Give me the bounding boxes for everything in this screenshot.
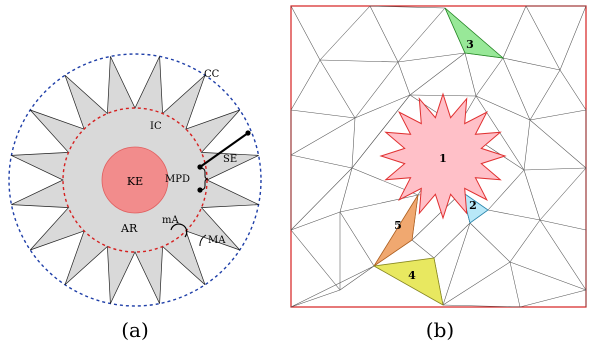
mesh-edge (559, 5, 587, 71)
label-2: 2 (469, 199, 477, 212)
panel-b-caption: (b) (426, 318, 454, 342)
area-label: AR (120, 222, 138, 235)
inner-circle (62, 107, 208, 253)
inner-circle-label: IC (150, 121, 162, 132)
triangle-5 (373, 194, 419, 267)
panel-a-caption: (a) (121, 318, 149, 342)
mesh-edge (339, 265, 375, 291)
mesh-edge (475, 95, 531, 121)
label-3: 3 (466, 38, 474, 51)
panel-b: 1 2 3 4 5 (b) (290, 5, 587, 342)
mesh-edge (509, 261, 521, 308)
mpd-label: MPD (165, 174, 190, 185)
mesh-edge (509, 261, 587, 291)
spike-edge-label: SE (223, 154, 237, 165)
mesh-edge (290, 154, 353, 169)
mesh-edge (475, 57, 504, 97)
mesh-edge (397, 7, 446, 63)
label-5: 5 (394, 219, 402, 232)
mesh-edge (411, 239, 435, 259)
mesh-edge (539, 219, 587, 231)
mesh-edge (319, 59, 356, 119)
mesh-edge (523, 167, 587, 171)
mesh-edge (409, 52, 466, 96)
mesh-edge (519, 289, 587, 308)
mesh-edge (354, 61, 399, 119)
kernel-disk (101, 146, 169, 214)
mesh-edge (442, 261, 511, 306)
mesh-edge (433, 222, 471, 259)
mesh-edge (369, 5, 399, 63)
max-angle-arc (199, 234, 207, 247)
mesh-edge (369, 5, 446, 9)
mesh-edge (539, 167, 587, 221)
mesh-edge (442, 222, 471, 306)
mesh-edge (529, 109, 587, 121)
mesh-edge (339, 211, 375, 267)
mesh-edge (290, 229, 341, 291)
mesh-edge (509, 219, 541, 263)
mesh-edge (523, 119, 531, 171)
mesh-edge (397, 61, 411, 96)
mesh-edge (351, 94, 411, 169)
max-angle-label: MA (208, 235, 226, 246)
min-angle-label: mA (162, 215, 179, 226)
mesh-edge (487, 209, 541, 221)
min-angle-arc (170, 223, 188, 238)
central-star-polygon (379, 92, 507, 220)
mesh-edge (290, 289, 341, 308)
mesh-edge (525, 5, 561, 71)
mesh-edge (339, 194, 419, 213)
mesh-edge (411, 191, 463, 241)
mesh-edge (354, 94, 411, 119)
mesh-edge (319, 5, 371, 61)
mesh-edges (290, 5, 587, 308)
mesh-edge (290, 5, 321, 61)
mesh-edge (290, 109, 356, 119)
mesh-edge (529, 69, 561, 121)
mesh-edge (523, 169, 541, 221)
mpd-point (197, 187, 203, 193)
mesh-edge (469, 222, 511, 263)
spike-edge-start (197, 164, 203, 170)
spike-edge-end (245, 130, 251, 136)
triangle-4 (372, 257, 444, 306)
mesh-edge (442, 304, 521, 308)
mesh-edge (487, 169, 525, 211)
spike-edge (199, 132, 249, 168)
mpd-bracket (199, 167, 209, 191)
mesh-edge (290, 117, 356, 156)
mesh-edge (290, 211, 341, 231)
outer-circle (8, 53, 262, 307)
mesh-edge (290, 167, 353, 231)
mesh-edge (559, 69, 587, 111)
outer-circle-label: CC (204, 69, 220, 80)
mesh-edge (351, 117, 356, 169)
kernel-label: KE (127, 175, 143, 188)
mesh-edge (539, 219, 587, 291)
mesh-edge (502, 5, 527, 59)
mesh-edge (502, 57, 561, 71)
label-4: 4 (408, 269, 416, 282)
triangle-3 (444, 7, 505, 59)
label-1: 1 (439, 152, 447, 165)
mesh-edge (464, 52, 477, 97)
mesh-edge (290, 265, 375, 308)
panel-a: KE SE MPD mA MA AR IC CC (a) (8, 53, 262, 342)
mesh-edge (529, 119, 587, 169)
mesh-edge (319, 59, 399, 63)
mesh-edge (339, 167, 353, 213)
mesh-edge (397, 52, 466, 63)
mesh-edge (502, 57, 531, 121)
mesh-edge (290, 59, 321, 111)
